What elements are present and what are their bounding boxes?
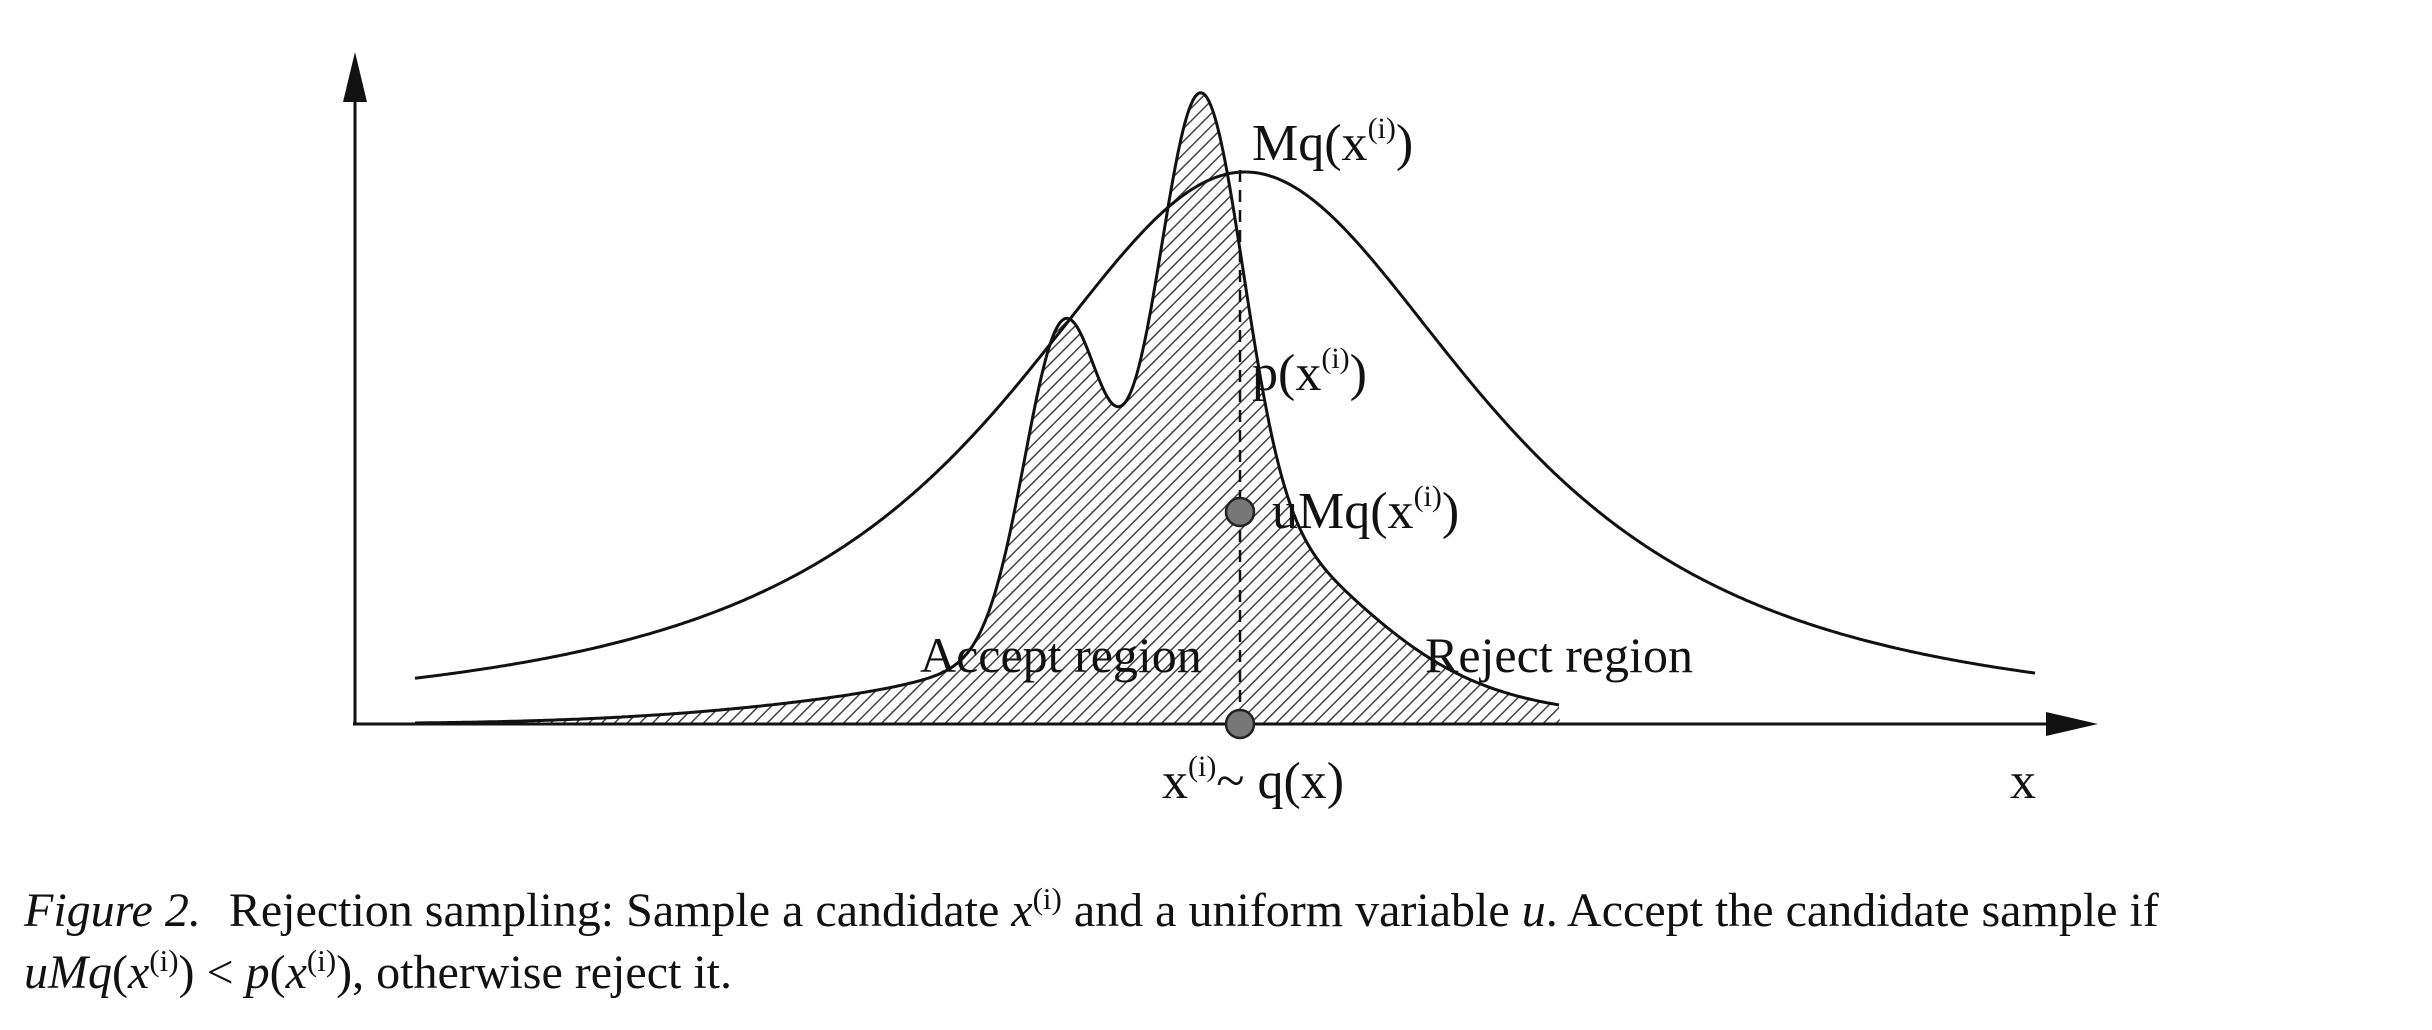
- envelope-label: Mq(x(i)): [1252, 112, 1413, 172]
- y-axis-arrow-icon: [343, 52, 367, 102]
- caption-ineq-sup: (i): [149, 943, 179, 978]
- caption-ineq-x-2: x: [285, 946, 307, 999]
- caption-ineq-close-2: ): [336, 946, 353, 999]
- caption-ineq-x: x: [127, 946, 150, 999]
- figure-caption: Figure 2. Rejection sampling: Sample a ca…: [24, 880, 2414, 1004]
- caption-sup-i: (i): [1032, 881, 1062, 916]
- caption-text-1: Rejection sampling: Sample a candidate: [228, 884, 1012, 937]
- accept-region-fill: [415, 92, 1560, 725]
- sample-point-marker: [1224, 496, 1256, 528]
- caption-ineq-p: p: [245, 946, 270, 999]
- reject-region-label: Reject region: [1425, 627, 1693, 683]
- target-label: p(x(i)): [1252, 342, 1367, 402]
- x-axis-arrow-icon: [2046, 712, 2098, 736]
- caption-ineq-left: uMq: [24, 946, 112, 999]
- accept-region-label: Accept region: [920, 627, 1202, 683]
- rejection-sampling-figure: Mq(x(i)) p(x(i)) uMq(x(i)) Accept region…: [343, 52, 2098, 810]
- caption-text-3: . Accept the candidate sample if: [1545, 884, 2159, 937]
- sample-point-label: uMq(x(i)): [1272, 480, 1459, 540]
- caption-ineq-sup-2: (i): [306, 943, 337, 978]
- envelope-curve: [414, 170, 2036, 680]
- caption-var-u: u: [1521, 884, 1546, 937]
- x-sample-label: x(i)~ q(x): [1162, 750, 1344, 810]
- x-axis-label: x: [2010, 753, 2036, 810]
- caption-ineq-open: (: [111, 946, 128, 999]
- caption-figure-label: Figure 2.: [24, 884, 201, 937]
- caption-ineq-close: ): [178, 946, 195, 999]
- caption-text-2: and a uniform variable: [1061, 884, 1522, 937]
- caption-ineq-open-2: (: [269, 946, 286, 999]
- caption-text-4: , otherwise reject it.: [352, 946, 733, 999]
- target-density-curve: [415, 91, 1560, 725]
- caption-ineq-op: <: [194, 946, 246, 999]
- x-sample-marker: [1224, 708, 1256, 740]
- caption-var-x: x: [1011, 884, 1033, 937]
